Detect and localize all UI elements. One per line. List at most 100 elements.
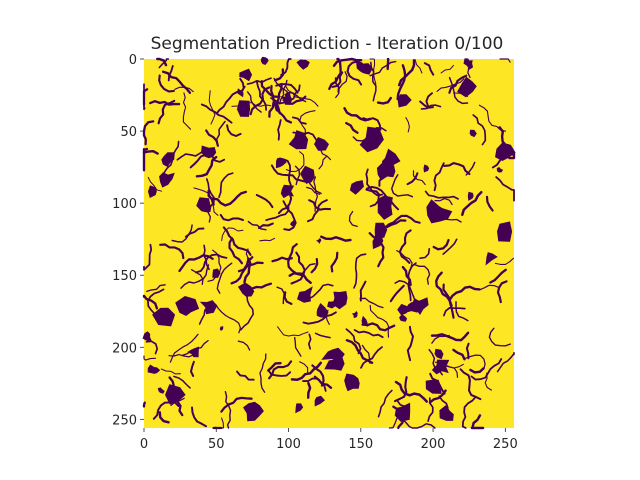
heatmap-plot-area	[142, 56, 516, 430]
class-0-boundary	[461, 396, 477, 429]
class-0-boundary	[209, 150, 226, 163]
class-0-boundary	[425, 92, 433, 107]
class-0-boundary	[420, 104, 442, 110]
class-0-region	[349, 180, 364, 195]
class-0-boundary	[495, 176, 515, 202]
class-0-boundary	[216, 120, 226, 145]
class-0-region	[382, 148, 401, 171]
class-0-boundary	[257, 222, 274, 230]
class-0-boundary	[294, 336, 302, 357]
class-0-boundary	[319, 148, 332, 161]
class-0-boundary	[443, 162, 471, 176]
x-tick-label: 200	[421, 437, 446, 452]
class-0-boundary	[283, 291, 293, 305]
class-0-boundary	[430, 331, 470, 342]
class-0-boundary	[294, 165, 301, 186]
class-0-region	[485, 252, 498, 266]
class-0-boundary	[267, 362, 282, 372]
class-0-boundary	[320, 235, 352, 242]
class-0-boundary	[465, 342, 470, 360]
class-0-boundary	[200, 103, 233, 124]
class-0-boundary	[156, 57, 168, 67]
class-0-boundary	[221, 227, 244, 242]
class-0-boundary	[260, 80, 280, 99]
y-tick-label: 150	[112, 269, 137, 284]
class-0-boundary	[220, 396, 253, 413]
class-0-boundary	[359, 280, 367, 302]
class-0-boundary	[433, 162, 445, 192]
class-0-boundary	[377, 389, 393, 418]
class-0-boundary	[440, 64, 455, 74]
class-0-boundary	[308, 199, 332, 211]
class-0-boundary	[345, 328, 362, 355]
class-0-boundary	[427, 397, 434, 422]
class-0-region	[219, 326, 224, 331]
class-0-region	[352, 311, 358, 318]
class-0-boundary	[318, 155, 328, 170]
class-0-boundary	[393, 376, 408, 403]
class-0-region	[236, 100, 251, 117]
class-0-boundary	[396, 399, 410, 411]
class-0-boundary	[249, 86, 271, 116]
class-0-boundary	[189, 153, 212, 169]
class-0-boundary	[330, 251, 339, 273]
class-0-boundary	[278, 79, 288, 105]
y-tick-label: 100	[112, 197, 137, 212]
class-0-boundary	[246, 91, 262, 113]
class-0-boundary	[207, 189, 215, 206]
class-0-boundary	[434, 197, 453, 206]
class-0-region	[496, 166, 504, 173]
class-0-region	[434, 348, 444, 360]
class-0-boundary	[202, 244, 210, 271]
class-0-boundary	[313, 375, 333, 389]
class-0-boundary	[299, 361, 309, 374]
class-0-boundary	[268, 101, 275, 118]
class-0-boundary	[401, 418, 436, 429]
class-0-boundary	[448, 76, 469, 105]
class-0-boundary	[343, 107, 372, 122]
class-0-boundary	[259, 237, 276, 242]
class-0-boundary	[306, 381, 312, 399]
class-0-boundary	[273, 77, 307, 103]
class-0-boundary	[275, 82, 283, 115]
y-tick-label: 250	[112, 413, 137, 428]
class-0-boundary	[228, 237, 243, 265]
class-0-boundary	[412, 170, 426, 186]
class-0-boundary	[362, 117, 382, 131]
class-0-boundary	[494, 257, 514, 265]
class-0-boundary	[306, 186, 321, 195]
class-0-boundary	[270, 164, 307, 183]
class-0-boundary	[167, 65, 174, 82]
class-0-region	[399, 314, 408, 322]
class-0-boundary	[479, 284, 500, 291]
class-0-region	[463, 58, 474, 70]
class-0-boundary	[353, 329, 384, 339]
class-0-boundary	[390, 174, 414, 198]
class-0-boundary	[163, 140, 180, 174]
class-0-boundary	[240, 294, 254, 331]
class-0-region	[175, 296, 200, 316]
class-0-boundary	[147, 288, 165, 319]
class-0-region	[423, 164, 430, 173]
class-0-boundary	[369, 194, 380, 208]
class-0-region	[344, 373, 360, 392]
class-0-boundary	[174, 86, 194, 93]
class-0-boundary	[147, 176, 163, 192]
class-0-region	[314, 395, 325, 407]
class-0-boundary	[398, 229, 412, 264]
class-0-boundary	[159, 243, 185, 260]
class-0-region	[295, 403, 304, 414]
class-0-boundary	[348, 210, 358, 228]
class-0-region	[321, 347, 345, 362]
class-0-boundary	[414, 59, 423, 74]
class-0-boundary	[496, 351, 515, 373]
class-0-boundary	[396, 64, 407, 101]
class-0-region	[497, 221, 513, 242]
class-0-boundary	[368, 232, 385, 268]
class-0-boundary	[448, 285, 481, 302]
class-0-boundary	[472, 114, 487, 146]
class-0-region	[243, 401, 264, 422]
class-0-boundary	[396, 249, 413, 269]
class-0-boundary	[365, 188, 381, 197]
class-0-boundary	[325, 309, 330, 325]
